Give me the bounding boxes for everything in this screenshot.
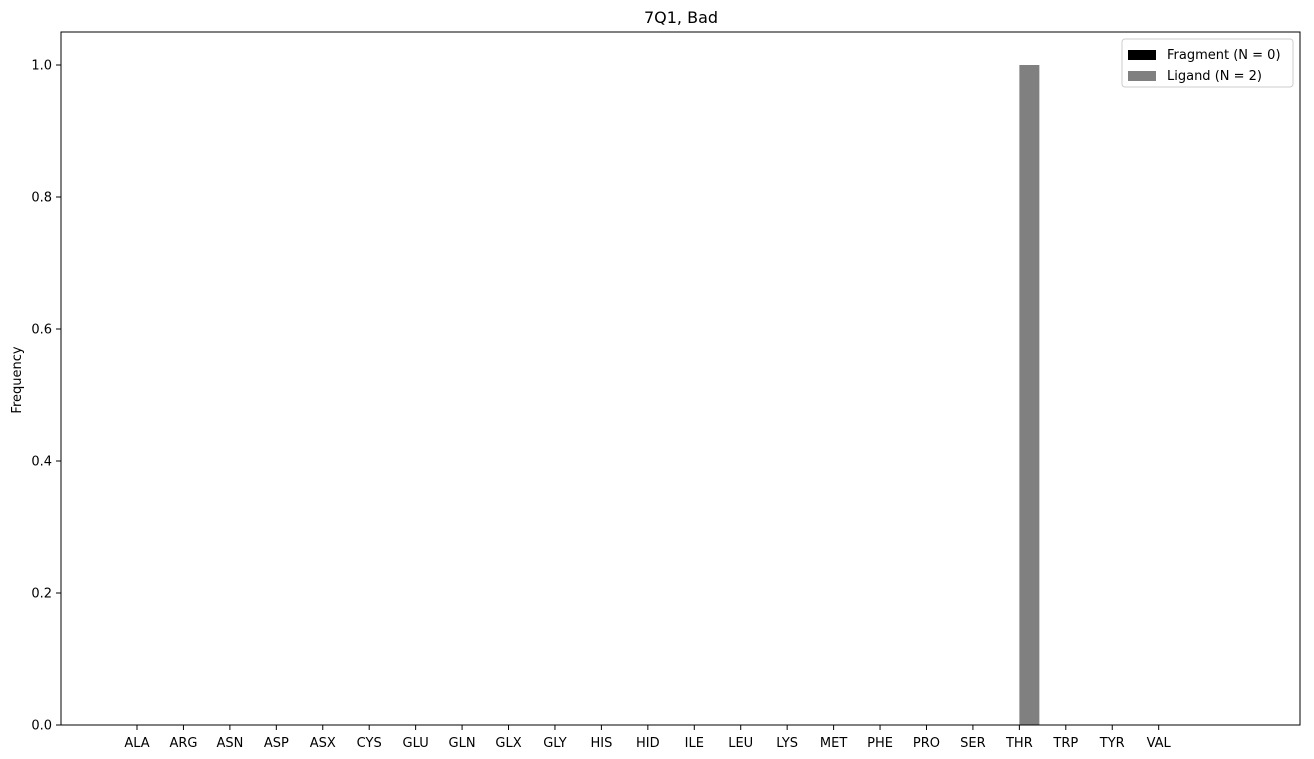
x-tick-label: GLU (403, 736, 429, 751)
x-tick-label: ASN (216, 736, 243, 751)
legend: Fragment (N = 0) Ligand (N = 2) (1121, 38, 1294, 88)
x-tick-label: PHE (867, 736, 893, 751)
x-tick-label: ASP (264, 736, 289, 751)
legend-label: Fragment (N = 0) (1167, 48, 1281, 63)
x-tick-label: ASX (310, 736, 336, 751)
y-tick-label: 0.6 (31, 323, 52, 338)
y-axis-ticks: 0.0 0.2 0.4 0.6 0.8 1.0 (31, 59, 61, 734)
y-tick-label: 0.8 (31, 191, 52, 206)
legend-label: Ligand (N = 2) (1167, 69, 1262, 84)
x-tick-label: TRP (1052, 736, 1078, 751)
x-tick-label: GLY (543, 736, 567, 751)
bars-group (1019, 65, 1040, 725)
x-tick-label: PRO (913, 736, 940, 751)
x-tick-label: ARG (169, 736, 197, 751)
x-tick-label: LEU (728, 736, 753, 751)
plot-frame (60, 31, 1301, 726)
x-tick-label: THR (1005, 736, 1033, 751)
x-tick-label: GLX (495, 736, 521, 751)
y-tick-label: 0.4 (31, 455, 52, 470)
x-tick-label: SER (960, 736, 986, 751)
x-tick-label: HIS (590, 736, 612, 751)
chart-title: 7Q1, Bad (644, 8, 718, 27)
x-tick-label: ILE (685, 736, 704, 751)
x-tick-label: TYR (1099, 736, 1125, 751)
x-tick-label: VAL (1147, 736, 1172, 751)
y-axis-label: Frequency (10, 346, 25, 413)
legend-swatch (1128, 50, 1156, 60)
y-tick-label: 0.0 (31, 719, 52, 734)
x-tick-label: MET (820, 736, 847, 751)
bar-ligand (1019, 65, 1040, 725)
x-tick-label: GLN (449, 736, 476, 751)
x-axis-ticks: ALA ARG ASN ASP ASX CYS GLU GLN GLX GLY HIS HID ILE L… (124, 725, 1172, 751)
x-tick-label: CYS (357, 736, 382, 751)
y-tick-label: 0.2 (31, 587, 52, 602)
x-tick-label: ALA (124, 736, 149, 751)
legend-box (1121, 38, 1294, 88)
x-tick-label: HID (636, 736, 660, 751)
legend-swatch (1128, 71, 1156, 81)
x-tick-label: LYS (776, 736, 798, 751)
y-tick-label: 1.0 (31, 59, 52, 74)
